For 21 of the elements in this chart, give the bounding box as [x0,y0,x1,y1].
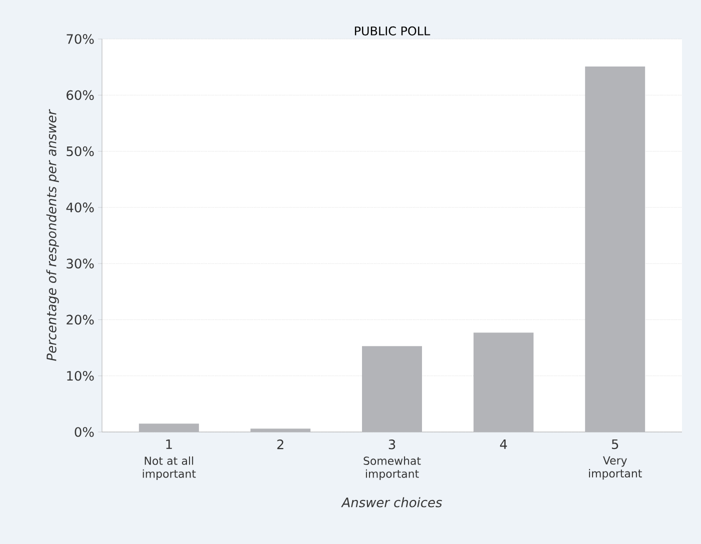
text: Very important [589,456,642,480]
text: Somewhat important [364,456,421,480]
y-tick-label: 30% [66,258,94,268]
y-tick-label: 40% [66,202,94,212]
x-axis-title: Answer choices [341,497,442,508]
chart-subtitle: PUBLIC POLL [354,26,430,36]
y-tick-label: 60% [66,90,94,100]
y-axis-title: Percentage of respondents per answer [46,109,59,361]
x-tick-label: 4 [500,439,507,449]
y-tick-label: 70% [66,34,94,44]
x-tick-label: 3 [388,439,396,450]
x-tick-label: 5 [612,439,618,450]
bar [250,428,310,432]
x-tick-label: 1 [166,439,172,449]
y-tick-label: 20% [66,314,94,325]
y-tick-label: 10% [67,370,94,381]
bar [138,424,199,432]
y-tick-label: 50% [66,146,94,156]
y-tick-label: 0% [74,427,94,437]
x-tick-label: 2 [277,439,284,450]
text: Not at all important [142,456,196,480]
